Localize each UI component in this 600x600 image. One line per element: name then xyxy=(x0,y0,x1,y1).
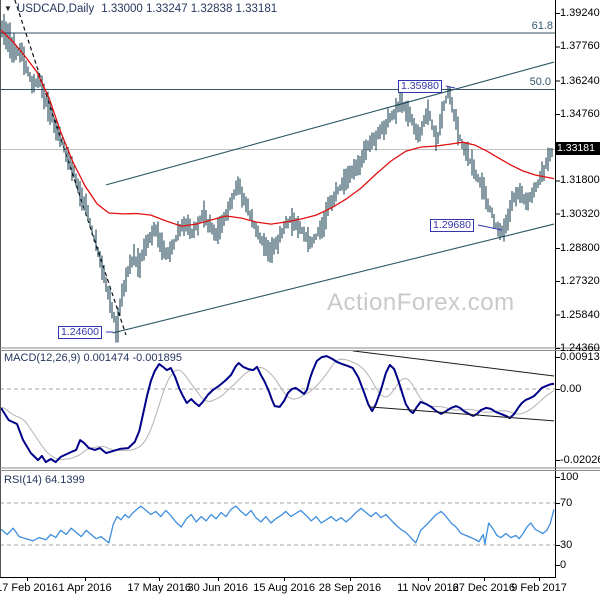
candlesticks-layer xyxy=(1,14,553,343)
macd-signal-line xyxy=(1,358,555,461)
marker-leader-line xyxy=(445,85,456,89)
upper-channel-line xyxy=(105,61,555,186)
marker-leader-line xyxy=(477,224,503,231)
rsi-line xyxy=(0,505,555,545)
lower-channel-line xyxy=(112,223,555,334)
moving-average-line xyxy=(0,29,555,227)
macd-trendline-lower xyxy=(368,406,555,422)
macd-trendline-upper xyxy=(352,350,555,377)
